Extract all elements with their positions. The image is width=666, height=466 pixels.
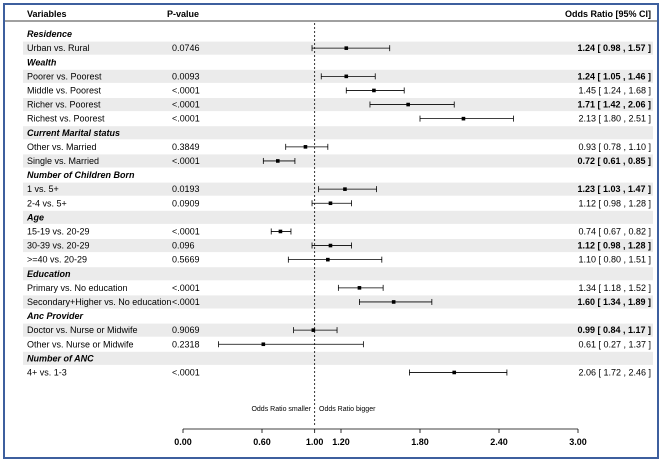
variable-label: >=40 vs. 20-29 (27, 255, 87, 265)
variable-label: Other vs. Married (27, 142, 97, 152)
variable-label: 2-4 vs. 5+ (27, 198, 67, 208)
p-value: <.0001 (172, 114, 200, 124)
p-value: 0.0909 (172, 198, 200, 208)
odds-ratio-ci-text: 0.72 [ 0.61 , 0.85 ] (577, 156, 651, 166)
odds-ratio-point (406, 102, 410, 107)
variable-label: Other vs. Nurse or Midwife (27, 339, 134, 349)
p-value: <.0001 (172, 85, 200, 95)
forest-plot-frame: Variables P-value Odds Ratio [95% CI] Re… (3, 3, 659, 459)
odds-ratio-ci-text: 2.06 [ 1.72 , 2.46 ] (578, 367, 651, 377)
p-value: 0.0093 (172, 71, 200, 81)
odds-ratio-ci-text: 1.60 [ 1.34 , 1.89 ] (577, 297, 651, 307)
x-tick-label: 1.80 (411, 437, 429, 447)
p-value: <.0001 (172, 100, 200, 110)
group-label: Age (26, 212, 44, 222)
odds-ratio-point (303, 145, 308, 149)
forest-plot: Variables P-value Odds Ratio [95% CI] Re… (5, 9, 657, 447)
variable-label: Single vs. Married (27, 156, 99, 166)
x-tick-label: 0.60 (253, 437, 271, 447)
p-value: <.0001 (172, 226, 200, 236)
odds-ratio-ci-text: 2.13 [ 1.80 , 2.51 ] (578, 114, 651, 124)
row-shade (23, 126, 653, 140)
p-value: 0.0746 (172, 43, 200, 53)
variable-label: Poorer vs. Poorest (27, 71, 102, 81)
variable-label: Middle vs. Poorest (27, 85, 102, 95)
variable-label: Doctor vs. Nurse or Midwife (27, 325, 138, 335)
odds-ratio-point (278, 229, 283, 234)
x-tick-label: 1.20 (332, 437, 350, 447)
group-label: Number of ANC (27, 353, 94, 363)
variable-label: Primary vs. No education (27, 283, 128, 293)
odds-ratio-ci-text: 1.24 [ 0.98 , 1.57 ] (577, 43, 651, 53)
variable-label: 15-19 vs. 20-29 (27, 226, 90, 236)
odds-ratio-ci-text: 0.93 [ 0.78 , 1.10 ] (578, 142, 651, 152)
odds-ratio-point (357, 286, 362, 290)
odds-ratio-point (372, 88, 376, 93)
odds-ratio-ci-text: 0.61 [ 0.27 , 1.37 ] (578, 339, 651, 349)
x-tick-label: 1.00 (306, 437, 324, 447)
odds-ratio-ci-text: 1.45 [ 1.24 , 1.68 ] (578, 85, 651, 95)
variable-label: 1 vs. 5+ (27, 184, 59, 194)
odds-ratio-ci-text: 1.12 [ 0.98 , 1.28 ] (578, 198, 651, 208)
header-variables: Variables (27, 9, 67, 19)
odds-ratio-point (343, 187, 347, 191)
odds-ratio-point (391, 300, 396, 304)
group-label: Number of Children Born (27, 170, 135, 180)
group-label: Current Marital status (27, 128, 120, 138)
odds-ratio-ci-text: 1.34 [ 1.18 , 1.52 ] (578, 283, 651, 293)
p-value: 0.9069 (172, 325, 200, 335)
odds-ratio-point (261, 342, 266, 347)
odds-ratio-point (452, 370, 457, 375)
odds-ratio-point (328, 201, 333, 206)
odds-ratio-ci-text: 1.24 [ 1.05 , 1.46 ] (577, 71, 651, 81)
group-label: Anc Provider (26, 311, 84, 321)
annotation-odds-ratio-smaller: Odds Ratio smaller (251, 406, 311, 413)
group-label: Residence (27, 29, 72, 39)
row-shade (23, 295, 653, 309)
odds-ratio-ci-text: 0.74 [ 0.67 , 0.82 ] (578, 226, 651, 236)
p-value: <.0001 (172, 367, 200, 377)
p-value: <.0001 (172, 156, 200, 166)
p-value: 0.5669 (172, 255, 200, 265)
p-value: 0.096 (172, 241, 195, 251)
p-value: 0.0193 (172, 184, 200, 194)
odds-ratio-point (344, 46, 349, 50)
x-tick-label: 3.00 (569, 437, 587, 447)
variable-label: Secondary+Higher vs. No education (27, 297, 171, 307)
p-value: <.0001 (172, 283, 200, 293)
x-tick-label: 0.00 (174, 437, 192, 447)
odds-ratio-ci-text: 1.23 [ 1.03 , 1.47 ] (577, 184, 651, 194)
odds-ratio-point (328, 243, 333, 248)
variable-label: Richest vs. Poorest (27, 114, 105, 124)
odds-ratio-point (461, 116, 466, 121)
header-odds-ratio: Odds Ratio [95% CI] (565, 9, 651, 19)
odds-ratio-ci-text: 1.10 [ 0.80 , 1.51 ] (578, 255, 651, 265)
odds-ratio-ci-text: 1.12 [ 0.98 , 1.28 ] (577, 241, 651, 251)
row-shade (23, 210, 653, 224)
variable-label: 4+ vs. 1-3 (27, 367, 67, 377)
annotation-odds-ratio-bigger: Odds Ratio bigger (319, 406, 376, 413)
group-label: Education (27, 269, 71, 279)
variable-label: Richer vs. Poorest (27, 100, 101, 110)
odds-ratio-point (344, 74, 349, 79)
row-shade (23, 98, 653, 112)
p-value: <.0001 (172, 297, 200, 307)
row-shade (23, 154, 653, 168)
odds-ratio-point (326, 257, 330, 262)
row-shade (23, 323, 653, 337)
p-value: 0.3849 (172, 142, 200, 152)
group-label: Wealth (27, 57, 57, 67)
odds-ratio-point (276, 159, 280, 163)
x-tick-label: 2.40 (490, 437, 508, 447)
p-value: 0.2318 (172, 339, 200, 349)
row-shade (23, 351, 653, 365)
odds-ratio-point (311, 328, 316, 332)
odds-ratio-ci-text: 1.71 [ 1.42 , 2.06 ] (577, 100, 651, 110)
variable-label: Urban vs. Rural (27, 43, 90, 53)
odds-ratio-ci-text: 0.99 [ 0.84 , 1.17 ] (577, 325, 651, 335)
variable-label: 30-39 vs. 20-29 (27, 241, 90, 251)
row-shade (23, 267, 653, 281)
header-pvalue: P-value (167, 9, 199, 19)
